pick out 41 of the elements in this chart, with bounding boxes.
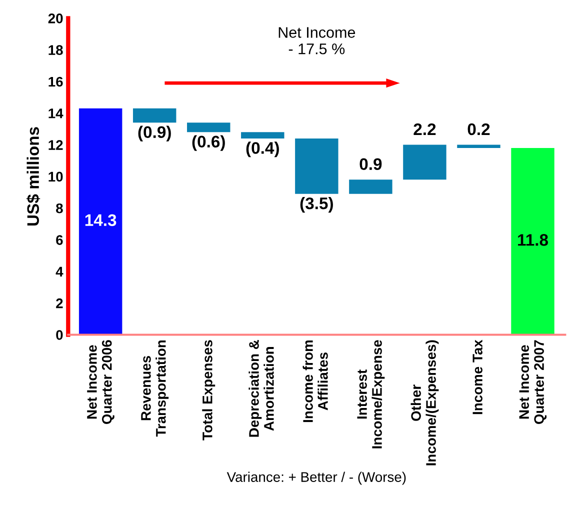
- x-tick-label: Net Income Quarter 2006: [87, 340, 114, 424]
- bar: [187, 122, 230, 132]
- y-tick-label: 16: [48, 76, 63, 87]
- bar: [511, 148, 554, 335]
- x-tick-label: Other Income/(Expenses): [410, 340, 439, 466]
- y-tick-label: 20: [48, 14, 63, 24]
- bar: [403, 144, 446, 180]
- x-tick-label: Interest Income/Expense: [357, 340, 385, 448]
- y-tick-label: 10: [48, 172, 63, 182]
- y-tick-label: 12: [48, 140, 63, 150]
- data-label: (3.5): [300, 197, 333, 213]
- bar: [78, 108, 122, 335]
- y-axis-title: US$ millions: [26, 127, 40, 226]
- y-tick-label: 4: [56, 266, 64, 276]
- text: Net Income - 17.5 %: [278, 27, 356, 54]
- data-label: 0.2: [468, 123, 490, 136]
- bar: [349, 180, 392, 194]
- data-label: (0.6): [192, 135, 225, 151]
- data-label: 14.3: [85, 214, 116, 226]
- data-label: (0.4): [246, 142, 279, 158]
- data-label: 0.9: [360, 158, 382, 170]
- bar: [241, 132, 284, 138]
- x-axis-title: Variance: + Better / - (Worse): [226, 472, 406, 485]
- x-tick-label: Total Expenses: [202, 340, 216, 440]
- x-tick-label: Income from Affiliates: [302, 340, 328, 422]
- data-label: (0.9): [138, 126, 171, 142]
- bar: [295, 138, 338, 194]
- x-tick-label: Revenues Transportation: [141, 340, 169, 437]
- x-tick-label: Depreciation & Amortization: [248, 340, 274, 437]
- y-tick-label: 14: [48, 108, 64, 118]
- data-label: 2.2: [414, 123, 436, 136]
- y-tick-label: 2: [56, 298, 63, 308]
- y-tick-label: 18: [48, 45, 63, 55]
- y-tick-label: 8: [56, 203, 63, 214]
- y-tick-label: 6: [56, 235, 63, 245]
- bar: [132, 108, 176, 123]
- x-tick-label: Net Income Quarter 2007: [519, 340, 547, 424]
- x-tick-label: Income Tax: [472, 340, 482, 414]
- bar: [457, 144, 500, 148]
- y-tick-label: 0: [56, 330, 63, 340]
- data-label: 11.8: [518, 234, 548, 246]
